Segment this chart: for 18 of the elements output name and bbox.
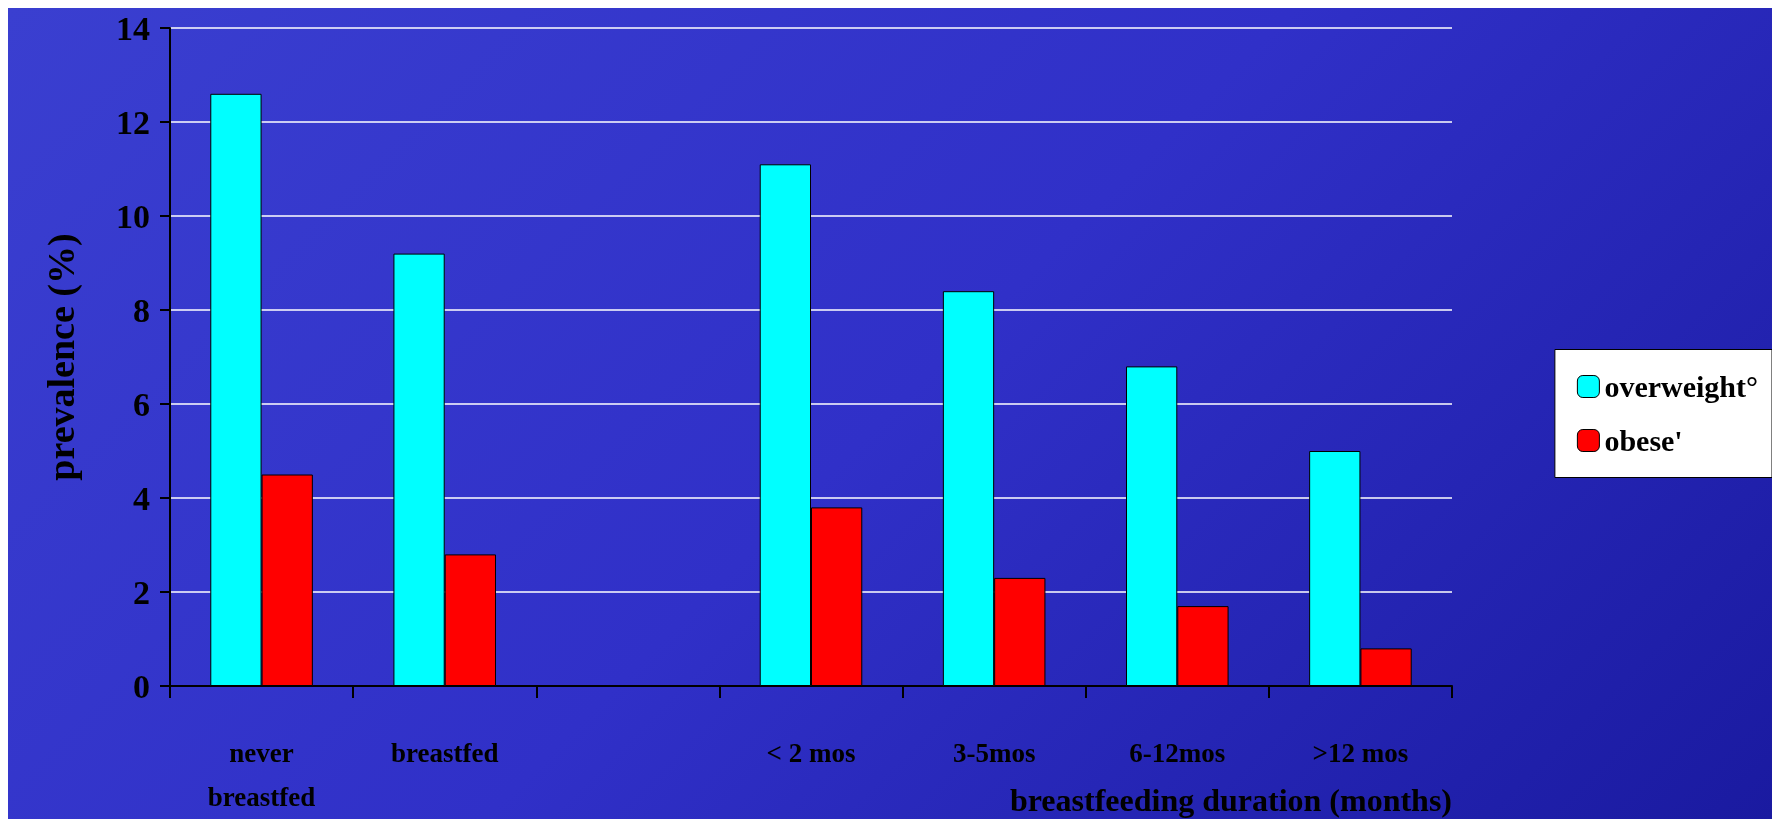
x-tick-label: never breastfed	[207, 738, 316, 812]
y-axis-title: prevalence (%)	[40, 233, 83, 481]
y-tick-label: 14	[116, 9, 150, 47]
x-tick-label: 6-12mos	[1129, 738, 1226, 768]
y-tick-label: 10	[116, 197, 150, 235]
x-axis-title: breastfeeding duration (months)	[1009, 782, 1452, 818]
y-tick-label: 12	[116, 103, 150, 141]
y-tick-label: 4	[133, 479, 150, 517]
y-tick-label: 0	[133, 667, 150, 705]
x-tick-label: 3-5mos	[952, 738, 1036, 768]
y-tick-label: 8	[133, 291, 150, 329]
legend-label: overweight°	[1604, 370, 1759, 403]
x-tick-label: >12 mos	[1312, 738, 1409, 768]
legend-label: obese'	[1604, 424, 1683, 457]
x-tick-label: breastfed	[390, 738, 499, 768]
y-tick-label: 6	[133, 385, 150, 423]
y-tick-label: 2	[133, 573, 150, 611]
x-tick-label: < 2 mos	[766, 738, 856, 768]
